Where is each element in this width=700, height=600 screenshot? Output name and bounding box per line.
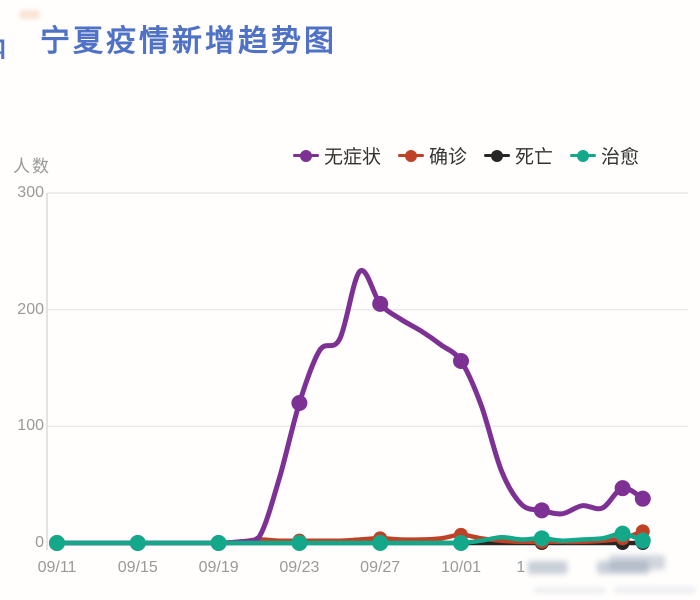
x-tick-label-obscured: 1 [516, 559, 568, 577]
data-point-无症状 [614, 480, 631, 497]
legend-dot-icon [300, 149, 312, 162]
legend-dot-icon [577, 149, 590, 162]
legend-line-dot-icon [293, 149, 319, 163]
watermark-smudge [534, 587, 606, 594]
page-title: 宁夏疫情新增趋势图 [40, 25, 337, 58]
series-治愈 [49, 525, 651, 551]
data-point-无症状 [291, 395, 308, 411]
data-point-治愈 [614, 525, 631, 542]
data-point-治愈 [372, 535, 389, 551]
legend-item-确诊[interactable]: 确诊 [398, 142, 467, 169]
x-tick-text: 1 [516, 559, 526, 576]
chart-legend: 无症状 确诊 死亡 治愈 [293, 142, 639, 169]
x-tick-text: 09/19 [198, 559, 239, 576]
legend-item-死亡[interactable]: 死亡 [484, 142, 553, 169]
x-tick-label: 09/19 [199, 559, 239, 577]
data-point-治愈 [533, 530, 550, 547]
x-tick-label: 09/11 [38, 559, 77, 577]
data-point-治愈 [291, 535, 308, 551]
legend-item-label: 死亡 [515, 147, 554, 168]
x-tick-label: 09/15 [118, 559, 158, 577]
watermark-smudge [596, 561, 649, 575]
data-point-无症状 [634, 490, 651, 507]
series-line-无症状 [54, 268, 646, 546]
data-point-无症状 [372, 295, 389, 312]
legend-item-无症状[interactable]: 无症状 [293, 142, 381, 169]
clipped-character: 图 [0, 31, 7, 59]
x-tick-text: 09/23 [279, 559, 320, 576]
x-tick-label: 09/27 [360, 559, 400, 577]
legend-dot-icon [491, 149, 504, 162]
x-tick-label: 09/23 [279, 559, 319, 577]
x-tick-text: 09/11 [37, 559, 77, 576]
data-point-治愈 [129, 535, 146, 551]
y-tick-label: 0 [35, 534, 44, 551]
y-tick-label: 300 [17, 184, 44, 201]
watermark-smudge [609, 555, 665, 570]
corner-smudge-artifact [19, 10, 40, 19]
y-axis-title: 人数 [13, 157, 51, 176]
legend-item-label: 治愈 [601, 147, 640, 168]
clipped-character-fragment: 图 [0, 31, 7, 59]
x-tick-label-obscured [596, 559, 649, 577]
x-tick-text: 10/01 [440, 559, 482, 576]
data-point-治愈 [49, 535, 65, 551]
data-point-治愈 [634, 532, 651, 549]
legend-item-治愈[interactable]: 治愈 [570, 142, 639, 169]
legend-line-dot-icon [398, 149, 425, 163]
data-point-治愈 [453, 535, 469, 551]
y-tick-label: 200 [17, 300, 44, 318]
x-tick-text: 09/27 [360, 559, 401, 576]
legend-dot-icon [405, 149, 418, 162]
data-point-治愈 [210, 535, 227, 551]
x-tick-text: 09/15 [117, 559, 158, 576]
y-tick-label: 100 [17, 417, 44, 435]
watermark-smudge [614, 586, 696, 594]
legend-item-label: 确诊 [429, 147, 468, 168]
data-point-无症状 [533, 502, 550, 519]
legend-line-dot-icon [570, 149, 597, 163]
x-tick-label: 10/01 [441, 559, 481, 577]
legend-item-label: 无症状 [324, 147, 382, 168]
series-无症状 [49, 268, 651, 551]
watermark-smudge [527, 561, 568, 575]
legend-line-dot-icon [484, 149, 511, 163]
data-point-无症状 [453, 353, 469, 369]
